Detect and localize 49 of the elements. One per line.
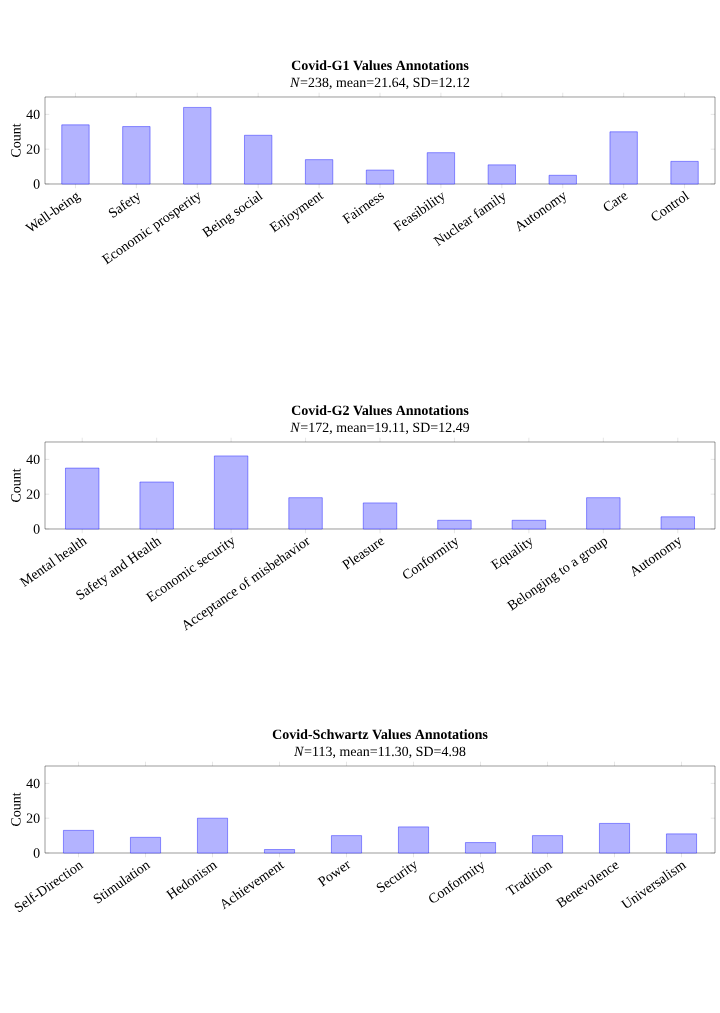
- chart-subtitle: N=172, mean=19.11, SD=12.49: [290, 422, 470, 435]
- bar: [660, 516, 695, 530]
- bar: [122, 126, 151, 185]
- bar: [65, 467, 100, 530]
- bar: [437, 520, 472, 530]
- bar: [197, 818, 228, 854]
- chart-title: Covid-G1 Values Annotations: [291, 60, 469, 71]
- bar: [366, 169, 394, 185]
- bar: [548, 175, 577, 185]
- chart-title: Covid-Schwartz Values Annotations: [272, 729, 488, 740]
- y-tick-label: 20: [26, 813, 40, 823]
- y-tick-label: 40: [26, 778, 40, 789]
- bar: [427, 152, 455, 185]
- bar: [244, 135, 273, 185]
- x-tick-label: Care: [603, 193, 628, 211]
- bar: [214, 455, 249, 530]
- bar: [586, 497, 621, 530]
- bar: [139, 481, 174, 530]
- bar: [305, 159, 333, 185]
- chart-subtitle: N=113, mean=11.30, SD=4.98: [293, 746, 466, 759]
- y-tick-label: 0: [33, 848, 40, 858]
- y-tick-label: 0: [33, 524, 40, 534]
- y-axis-title: Count: [11, 123, 21, 158]
- bar: [398, 826, 429, 854]
- bar: [63, 830, 94, 854]
- bar: [670, 161, 699, 185]
- bar: [288, 497, 323, 530]
- y-tick-label: 40: [26, 109, 40, 120]
- bar: [609, 131, 638, 185]
- bar: [264, 849, 295, 854]
- bar: [331, 835, 362, 854]
- y-axis-title: Count: [11, 792, 21, 827]
- y-tick-label: 20: [26, 489, 40, 499]
- bar: [61, 124, 90, 185]
- bar: [130, 837, 161, 854]
- bar: [183, 107, 212, 185]
- chart-subtitle: N=238, mean=21.64, SD=12.12: [289, 77, 470, 90]
- y-axis-title: Count: [11, 468, 21, 503]
- bar: [599, 823, 630, 854]
- y-tick-label: 0: [33, 179, 40, 189]
- bar: [532, 835, 563, 854]
- bar: [511, 520, 546, 530]
- bar: [487, 164, 516, 185]
- bar: [465, 842, 496, 854]
- chart-title: Covid-G2 Values Annotations: [291, 405, 469, 416]
- y-tick-label: 40: [26, 454, 40, 465]
- bar: [363, 502, 397, 530]
- bar: [666, 833, 697, 854]
- y-tick-label: 20: [26, 144, 40, 154]
